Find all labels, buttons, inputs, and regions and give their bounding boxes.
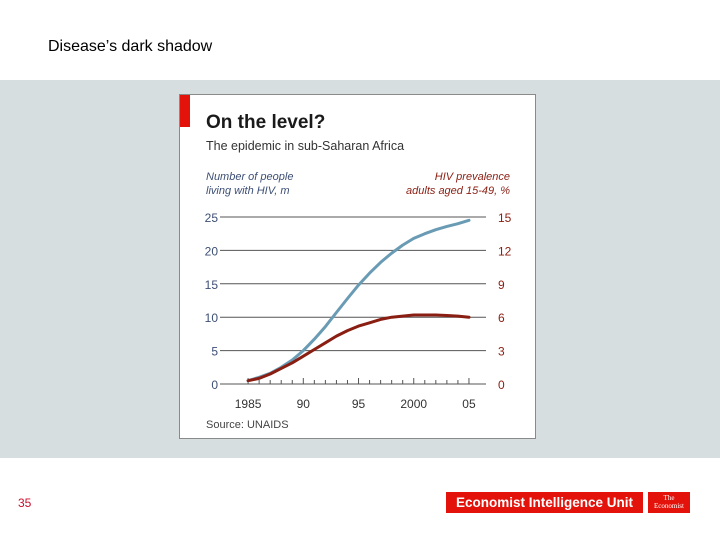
right-tick-label: 3 bbox=[498, 345, 505, 359]
left-tick-label: 10 bbox=[205, 311, 219, 325]
title-accent-bar bbox=[180, 95, 190, 127]
right-axis-label-line1: HIV prevalence bbox=[435, 171, 510, 183]
right-tick-label: 9 bbox=[498, 278, 505, 292]
x-tick-label: 05 bbox=[462, 397, 476, 411]
left-tick-label: 0 bbox=[211, 378, 218, 392]
left-axis-label-line1: Number of people bbox=[206, 171, 293, 183]
left-tick-label: 20 bbox=[205, 244, 219, 258]
x-tick-label: 90 bbox=[297, 397, 311, 411]
chart: On the level? The epidemic in sub-Sahara… bbox=[180, 95, 512, 431]
series-line-people-living-with-hiv bbox=[246, 218, 471, 383]
slide-title: Disease’s dark shadow bbox=[48, 38, 213, 55]
right-tick-label: 6 bbox=[498, 311, 505, 325]
left-tick-label: 15 bbox=[205, 278, 219, 292]
series-line-hiv-prevalence bbox=[246, 313, 471, 383]
chart-source: Source: UNAIDS bbox=[206, 419, 289, 431]
right-tick-label: 15 bbox=[498, 211, 512, 225]
left-axis-label-line2: living with HIV, m bbox=[206, 185, 290, 197]
left-tick-label: 25 bbox=[205, 211, 219, 225]
chart-card: On the level? The epidemic in sub-Sahara… bbox=[179, 94, 536, 439]
page-number: 35 bbox=[18, 496, 32, 510]
chart-subtitle: The epidemic in sub-Saharan Africa bbox=[206, 139, 404, 153]
right-tick-label: 0 bbox=[498, 378, 505, 392]
right-tick-label: 12 bbox=[498, 244, 512, 258]
economist-logo-line2: Economist bbox=[654, 502, 684, 510]
x-tick-label: 2000 bbox=[400, 397, 427, 411]
economist-logo: The Economist bbox=[648, 492, 690, 513]
x-tick-label: 1985 bbox=[235, 397, 262, 411]
left-tick-label: 5 bbox=[211, 345, 218, 359]
chart-title: On the level? bbox=[206, 112, 325, 133]
economist-logo-line1: The bbox=[663, 494, 675, 502]
x-tick-label: 95 bbox=[352, 397, 366, 411]
right-axis-label-line2: adults aged 15-49, % bbox=[406, 185, 510, 197]
eiu-logo: Economist Intelligence Unit bbox=[446, 492, 643, 513]
